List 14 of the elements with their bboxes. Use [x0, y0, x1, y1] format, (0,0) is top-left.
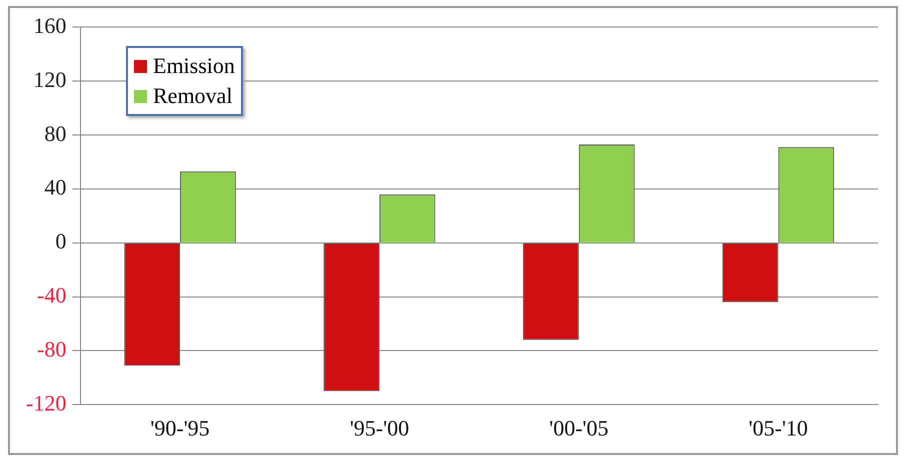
legend-label: Removal [152, 82, 234, 110]
y-tick-label: 40 [44, 174, 66, 200]
y-tick-label: -40 [37, 282, 66, 308]
y-tick-label: -80 [37, 336, 66, 362]
x-tick-label: '00-'05 [549, 416, 609, 441]
y-tick-label: 80 [44, 120, 66, 146]
legend-label: Emission [152, 52, 235, 80]
x-tick-label: '95-'00 [350, 416, 410, 441]
y-tick-label: -120 [26, 390, 66, 416]
y-tick-label: 0 [55, 228, 66, 254]
y-tick-label: 160 [33, 12, 66, 38]
x-tick-label: '90-'95 [150, 416, 210, 441]
x-tick-label: '05-'10 [748, 416, 808, 441]
y-tick-label: 120 [33, 66, 66, 92]
